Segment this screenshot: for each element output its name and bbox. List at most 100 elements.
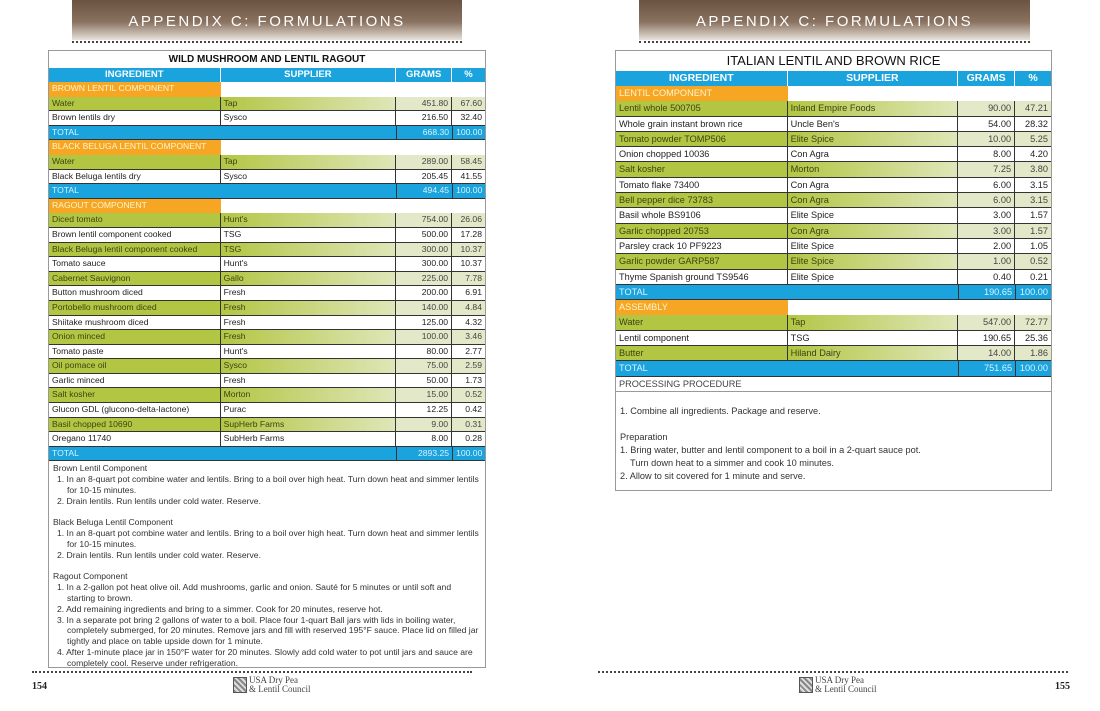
procedure-line: 2. Add remaining ingredients and bring t… xyxy=(57,603,383,614)
column-header-supplier: SUPPLIER xyxy=(788,71,959,86)
total-label: TOTAL xyxy=(619,363,648,374)
ingredient-name: Basil chopped 10690 xyxy=(49,417,221,432)
ingredient-row: Black Beluga lentils dry Sysco 205.45 41.55 xyxy=(49,169,485,185)
ingredient-row: Garlic chopped 20753 Con Agra 3.00 1.57 xyxy=(616,223,1051,239)
column-header-ingredient: INGREDIENT xyxy=(616,71,788,86)
supplier-name: Fresh xyxy=(220,300,397,315)
ingredient-name: Diced tomato xyxy=(49,213,221,227)
total-grams: 2893.25 xyxy=(396,446,452,461)
total-percent: 100.00 xyxy=(452,446,485,461)
procedure-line: 3. In a separate pot bring 2 gallons of … xyxy=(57,614,479,647)
grams-value: 7.25 xyxy=(958,162,1016,177)
grams-value: 10.00 xyxy=(958,131,1016,147)
percent-value: 1.73 xyxy=(465,374,482,385)
logo-text: & Lentil Council xyxy=(815,684,877,694)
ingredient-row: Tomato sauce Hunt's 300.00 10.37 xyxy=(49,257,485,272)
supplier-name: Elite Spice xyxy=(788,269,959,284)
supplier-name: Sysco xyxy=(221,169,397,184)
ingredient-name: Brown lentils dry xyxy=(49,111,221,125)
page-number-left: 154 xyxy=(32,681,47,692)
supplier-name: Elite Spice xyxy=(787,131,959,147)
percent-value: 10.37 xyxy=(452,242,485,257)
recipe-title: WILD MUSHROOM AND LENTIL RAGOUT xyxy=(168,54,366,65)
section-blank xyxy=(221,82,485,97)
ingredient-row: Lentil component TSG 190.65 25.36 xyxy=(616,330,1051,347)
percent-value: 47.21 xyxy=(1015,101,1051,116)
supplier-name: Tap xyxy=(220,154,397,169)
grams-value: 289.00 xyxy=(396,154,453,169)
ingredient-row: Tomato paste Hunt's 80.00 2.77 xyxy=(49,344,485,360)
ingredient-name: Shiitake mushroom diced xyxy=(49,315,221,330)
grams-value: 300.00 xyxy=(396,257,453,271)
grams-value: 80.00 xyxy=(396,344,453,359)
percent-value: 4.32 xyxy=(465,316,482,327)
total-grams: 190.65 xyxy=(958,284,1015,300)
total-row: TOTAL 2893.25 100.00 xyxy=(49,446,485,462)
ingredient-row: Portobello mushroom diced Fresh 140.00 4.84 xyxy=(49,300,485,316)
ingredient-name: Tomato powder TOMP506 xyxy=(616,131,788,147)
footer-divider xyxy=(598,671,1068,673)
page-banner-left: APPENDIX C: FORMULATIONS xyxy=(72,0,462,40)
ingredient-name: Parsley crack 10 PF9223 xyxy=(616,238,788,254)
ingredient-row: Brown lentil component cooked TSG 500.00 17… xyxy=(49,227,485,243)
percent-value: 0.31 xyxy=(452,417,485,432)
grams-value: 6.00 xyxy=(958,193,1016,208)
procedure-line: 1. In an 8-quart pot combine water and l… xyxy=(57,528,479,550)
grams-value: 3.00 xyxy=(958,208,1016,223)
ingredient-name: Brown lentil component cooked xyxy=(49,227,221,242)
ingredient-row: Salt kosher Morton 7.25 3.80 xyxy=(616,162,1051,178)
ingredient-row: Water Tap 451.80 67.60 xyxy=(49,96,485,112)
council-logo: USA Dry Pea & Lentil Council xyxy=(799,676,877,694)
percent-value: 3.15 xyxy=(1015,193,1051,208)
ingredient-row: Black Beluga lentil component cooked TSG 3… xyxy=(49,242,485,258)
column-header-grams: GRAMS xyxy=(396,68,453,82)
ingredient-row: Thyme Spanish ground TS9546 Elite Spice 0.… xyxy=(616,269,1051,285)
ingredient-name: Lentil component xyxy=(616,330,788,346)
procedure-line: 1. In a 2-gallon pot heat olive oil. Add… xyxy=(57,582,452,603)
percent-value: 25.36 xyxy=(1024,332,1048,343)
total-grams: 668.30 xyxy=(396,125,452,140)
ingredient-name: Salt kosher xyxy=(616,162,788,177)
grams-value: 8.00 xyxy=(958,147,1016,162)
ingredient-row: Basil chopped 10690 SupHerb Farms 9.00 0.31 xyxy=(49,417,485,433)
procedure-line: Black Beluga Lentil Component xyxy=(53,517,173,528)
procedure-line: Ragout Component xyxy=(53,571,128,582)
recipe-table-right: ITALIAN LENTIL AND BROWN RICE INGREDIENT… xyxy=(615,50,1052,491)
percent-value: 0.42 xyxy=(465,404,482,415)
ingredient-name: Black Beluga lentil component cooked xyxy=(49,242,221,257)
percent-value: 72.77 xyxy=(1015,315,1051,330)
ingredient-row: Butter Hiland Dairy 14.00 1.86 xyxy=(616,346,1051,362)
ingredient-name: Button mushroom diced xyxy=(49,286,221,300)
section-blank xyxy=(788,300,1051,316)
grams-value: 205.45 xyxy=(396,169,453,184)
ingredient-name: Onion minced xyxy=(49,330,221,344)
grams-value: 500.00 xyxy=(396,227,453,242)
total-row: TOTAL 190.65 100.00 xyxy=(616,284,1051,301)
section-label: RAGOUT COMPONENT xyxy=(49,198,221,214)
percent-value: 7.78 xyxy=(452,271,485,286)
ingredient-name: Bell pepper dice 73783 xyxy=(616,193,788,208)
procedure-line: 1. Bring water, butter and lentil compon… xyxy=(620,444,921,455)
page-number-right: 155 xyxy=(1055,681,1070,692)
supplier-name: Con Agra xyxy=(787,223,959,238)
grams-value: 300.00 xyxy=(396,242,453,257)
council-logo: USA Dry Pea & Lentil Council xyxy=(233,676,311,694)
supplier-name: Fresh xyxy=(221,286,397,300)
procedure-text: 1. Combine all ingredients. Package and … xyxy=(616,392,1051,485)
percent-value: 28.32 xyxy=(1024,118,1048,129)
ingredient-name: Garlic minced xyxy=(49,373,221,388)
section-header-row: ASSEMBLY xyxy=(616,300,1051,316)
grams-value: 190.65 xyxy=(958,330,1016,346)
percent-value: 26.06 xyxy=(452,213,485,227)
ingredient-name: Garlic chopped 20753 xyxy=(616,223,788,238)
grams-value: 754.00 xyxy=(396,213,453,227)
supplier-name: Tap xyxy=(787,315,959,330)
procedure-line: Turn down heat to a simmer and cook 10 m… xyxy=(620,457,834,468)
ingredient-row: Tomato powder TOMP506 Elite Spice 10.00 5.2… xyxy=(616,131,1051,148)
supplier-name: TSG xyxy=(221,227,397,242)
grams-value: 75.00 xyxy=(396,359,453,373)
percent-value: 3.80 xyxy=(1015,162,1051,177)
total-label: TOTAL xyxy=(619,286,648,297)
ingredient-row: Parsley crack 10 PF9223 Elite Spice 2.00 1.… xyxy=(616,238,1051,255)
grams-value: 547.00 xyxy=(958,315,1016,330)
